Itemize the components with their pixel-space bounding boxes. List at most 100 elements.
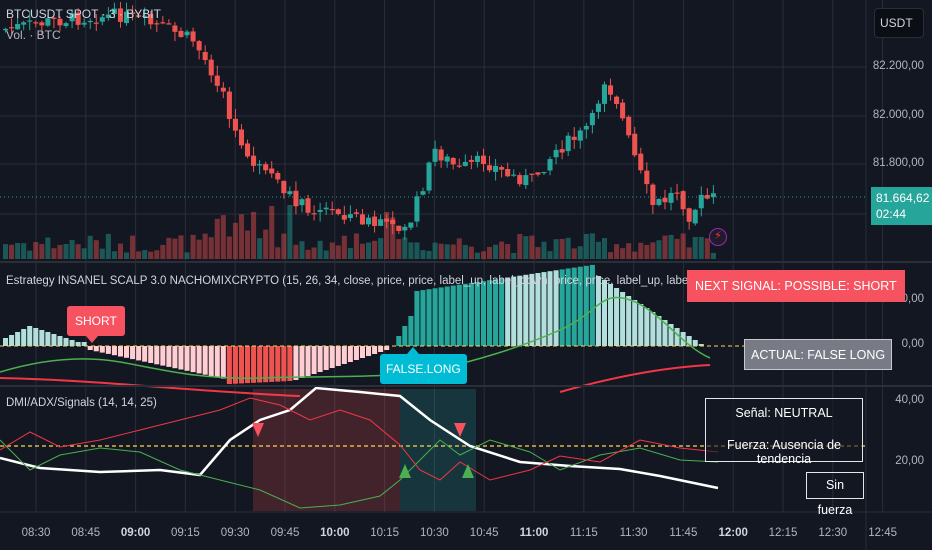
volume-bar — [178, 235, 184, 259]
volume-bar — [704, 238, 710, 259]
symbol-title[interactable]: BTCUSDT SPOT · 3 · BYBIT — [6, 7, 161, 21]
candle-body — [81, 22, 87, 25]
buy-arrow — [462, 464, 474, 478]
histogram-bar — [372, 346, 378, 354]
volume-bar — [275, 247, 281, 259]
candle-body — [583, 125, 589, 130]
volume-bar — [69, 240, 75, 259]
time-label: 12:30 — [818, 527, 848, 539]
volume-bar — [269, 205, 275, 259]
histogram-bar — [3, 338, 9, 346]
volume-bar — [196, 239, 202, 259]
volume-bar — [426, 250, 432, 259]
volume-bar — [408, 242, 414, 259]
candle-body — [347, 214, 353, 219]
candle-body — [57, 18, 63, 26]
candle-body — [87, 20, 93, 23]
candle-body — [450, 157, 456, 165]
histogram-bar — [33, 328, 39, 346]
candle-body — [402, 226, 408, 231]
volume-bar — [577, 246, 583, 259]
candle-body — [710, 193, 716, 198]
candle-body — [124, 11, 130, 24]
candle-body — [27, 20, 33, 22]
volume-bar — [505, 244, 511, 259]
histogram-bar — [438, 287, 444, 346]
volume-title[interactable]: Vol. · BTC — [6, 28, 61, 42]
volume-bar — [160, 244, 166, 259]
volume-bar — [130, 235, 136, 259]
volume-bar — [468, 246, 474, 259]
histogram-bar — [656, 316, 662, 346]
histogram-bar — [366, 346, 372, 356]
histogram-bar — [202, 346, 208, 375]
volume-bar — [323, 250, 329, 259]
candle-body — [480, 155, 486, 165]
volume-bar — [21, 243, 27, 259]
histogram-bar — [214, 346, 220, 378]
histogram-bar — [462, 283, 468, 346]
next-signal-box: NEXT SIGNAL: POSSIBLE: SHORT — [687, 270, 905, 302]
histogram-bar — [245, 346, 251, 384]
currency-button[interactable]: USDT — [874, 8, 924, 38]
candle-body — [644, 170, 650, 185]
candle-body — [154, 23, 160, 25]
volume-bar — [220, 215, 226, 259]
histogram-bar — [632, 300, 638, 346]
histogram-bar — [329, 346, 335, 368]
histogram-bar — [547, 271, 553, 346]
volume-bar — [3, 244, 9, 259]
histogram-bar — [402, 326, 408, 346]
candle-body — [674, 192, 680, 194]
volume-bar — [93, 240, 99, 259]
time-label: 09:30 — [220, 527, 250, 539]
histogram-bar — [39, 330, 45, 346]
dmi-title[interactable]: DMI/ADX/Signals (14, 14, 25) — [6, 397, 157, 409]
histogram-bar — [75, 342, 81, 346]
histogram-bar — [275, 346, 281, 382]
histogram-bar — [359, 346, 365, 358]
volume-bar — [668, 234, 674, 259]
volume-bar — [15, 243, 21, 259]
histogram-bar — [117, 346, 123, 357]
dmi-axis-20: 20,00 — [895, 455, 924, 467]
candle-body — [384, 218, 390, 222]
histogram-bar — [456, 284, 462, 346]
volume-bar — [317, 240, 323, 259]
current-price-badge: 81.664,62 02:44 — [871, 187, 932, 225]
volume-bar — [390, 217, 396, 259]
volume-bar — [384, 211, 390, 259]
volume-bar — [626, 243, 632, 259]
candle-body — [196, 41, 202, 51]
candle-body — [281, 180, 287, 194]
strategy-title[interactable]: Estrategy INSANEL SCALP 3.0 NACHOMIXCRYP… — [6, 275, 729, 287]
volume-bar — [263, 229, 269, 259]
histogram-bar — [111, 346, 117, 356]
candle-body — [33, 22, 39, 24]
candle-body — [456, 165, 462, 167]
lightning-icon[interactable]: ⚡ — [709, 228, 727, 246]
histogram-bar — [257, 346, 263, 383]
histogram-bar — [487, 280, 493, 346]
candle-body — [511, 174, 517, 176]
histogram-bar — [269, 346, 275, 382]
histogram-bar — [674, 328, 680, 346]
bearish-zone — [253, 389, 400, 511]
time-label: 11:45 — [669, 527, 698, 539]
volume-bar — [511, 252, 517, 259]
histogram-bar — [662, 320, 668, 346]
volume-bar — [75, 244, 81, 259]
histogram-bar — [184, 346, 190, 371]
histogram-bar — [686, 336, 692, 346]
candle-body — [390, 219, 396, 225]
volume-bar — [287, 204, 293, 259]
sell-arrow — [252, 423, 264, 437]
histogram-bar — [208, 346, 214, 376]
candle-body — [577, 130, 583, 141]
volume-bar — [614, 244, 620, 259]
volume-bar — [444, 244, 450, 259]
candle-body — [444, 156, 450, 162]
histogram-bar — [535, 273, 541, 346]
histogram-bar — [444, 286, 450, 346]
